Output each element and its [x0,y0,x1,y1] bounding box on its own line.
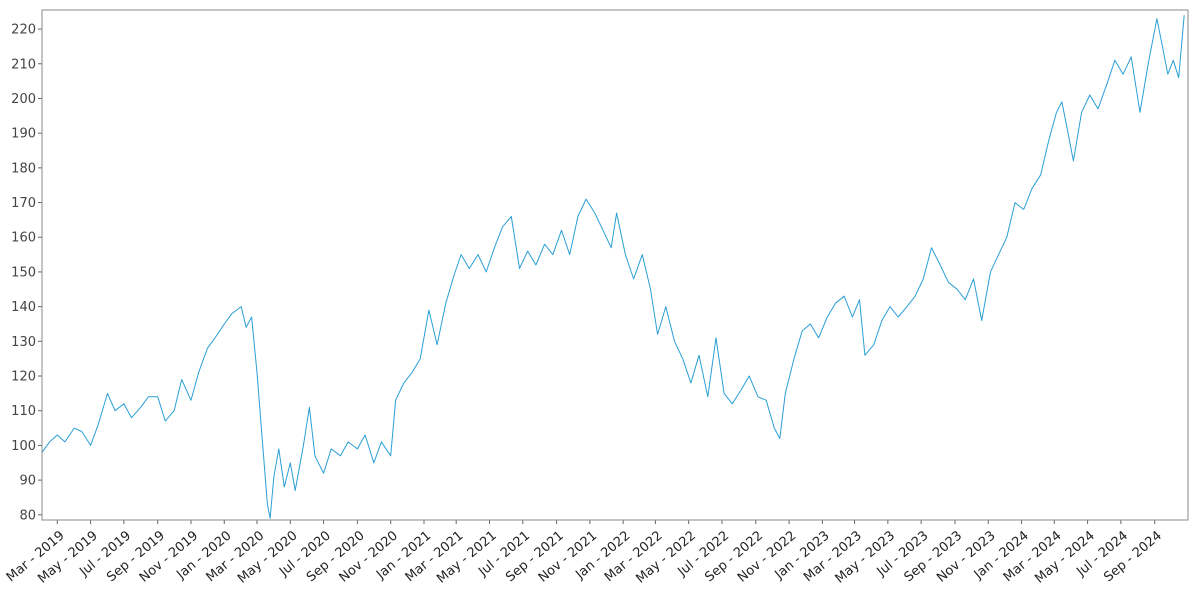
y-tick-label: 160 [11,231,36,246]
y-tick-label: 80 [19,508,36,523]
y-tick-label: 210 [11,57,36,72]
series-layer [41,15,1185,519]
series-line [41,15,1185,519]
y-tick-label: 220 [11,23,36,38]
y-tick-label: 190 [11,127,36,142]
y-axis: 80 90 100 110 120 130 140 150 160 170 180 190 200 210… [11,23,42,523]
y-tick-label: 150 [11,265,36,280]
y-tick-label: 100 [11,439,36,454]
y-tick-label: 140 [11,300,36,315]
y-tick-label: 110 [11,404,36,419]
y-tick-label: 120 [11,370,36,385]
y-tick-label: 170 [11,196,36,211]
y-tick-label: 130 [11,335,36,350]
y-tick-label: 90 [19,474,36,489]
y-tick-label: 200 [11,92,36,107]
y-tick-label: 180 [11,161,36,176]
plot-frame [41,9,1189,521]
